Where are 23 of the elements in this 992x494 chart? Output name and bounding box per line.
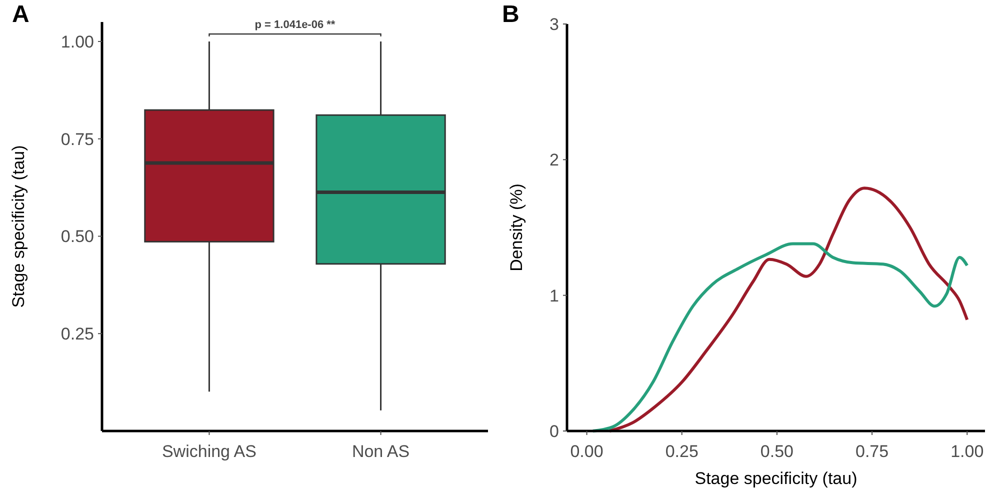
line-series <box>608 186 969 432</box>
y-tick-label: 0.75 <box>60 130 94 149</box>
x-axis-title: Stage specificity (tau) <box>694 469 858 488</box>
y-axis-title: Stage specificity (tau) <box>9 145 28 308</box>
y-tick-label: 2 <box>550 150 559 170</box>
chart-title: A <box>12 1 30 28</box>
x-tick-label: Swiching AS <box>162 442 256 461</box>
y-tick-label: 0.50 <box>60 227 94 246</box>
x-tick-label: 0.50 <box>760 442 794 461</box>
x-tick-label: Non AS <box>352 442 410 461</box>
y-tick-label: 0 <box>550 422 559 441</box>
y-axis-title: Density (%) <box>507 184 526 272</box>
line-series <box>591 242 969 432</box>
x-tick-label: 0.00 <box>570 442 604 461</box>
y-tick-label: 1 <box>550 286 559 306</box>
x-tick-label: 0.75 <box>855 442 889 461</box>
x-tick-label: 1.00 <box>950 442 984 461</box>
annotation: p = 1.041e-06 ** <box>254 19 336 31</box>
y-tick-label: 0.25 <box>60 324 94 344</box>
chart-title: B <box>502 1 520 28</box>
x-tick-label: 0.25 <box>665 442 698 461</box>
y-tick-label: 1.00 <box>60 32 94 52</box>
y-tick-label: 3 <box>550 14 559 34</box>
